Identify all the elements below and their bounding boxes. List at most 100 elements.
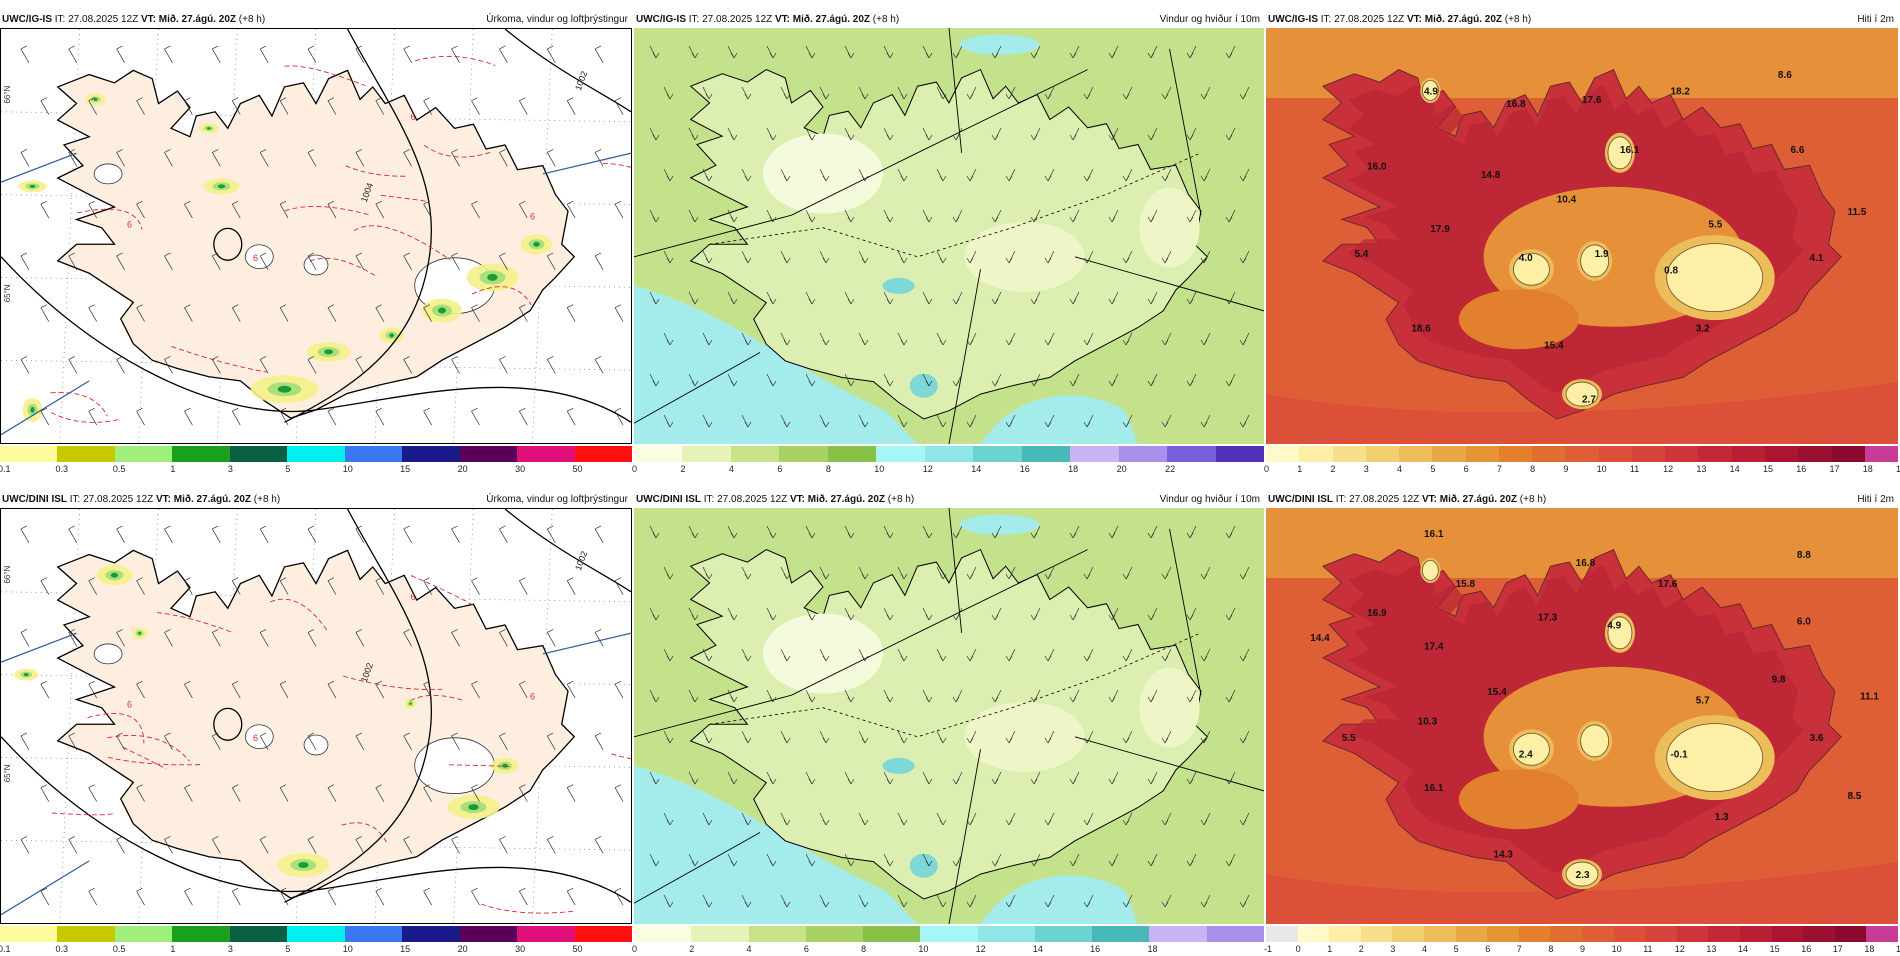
temperature-contour [448,764,510,767]
wind-barb [519,203,528,219]
colorbar-tick-label: 6 [803,944,809,954]
wind-barb [375,680,382,685]
highland-cool-area [1458,769,1579,830]
wind-arrow [1150,380,1155,387]
wind-barb [499,629,506,633]
panel-r1-precip: UWC/DINI ISL IT: 27.08.2025 12Z VT: Mið.… [0,492,632,954]
wind-arrow [864,819,869,826]
wind-arrow [1069,614,1074,621]
wind-arrow [966,901,971,908]
wind-barb [375,887,382,892]
wind-barb [594,732,602,737]
temperature-value: 8.5 [1847,791,1861,802]
wind-barb [594,356,602,360]
wind-arrow [1125,901,1130,908]
colorbar-swatch [1423,926,1456,942]
colorbar-swatch [1149,926,1207,942]
calm-wind-area [964,221,1085,292]
wind-arrow [925,52,930,59]
wind-arrow [708,901,713,908]
region-boundary [634,694,792,738]
wind-arrow [939,573,944,580]
wind-arrow [1108,696,1113,703]
valid-time-label: VT: [789,494,805,505]
wind-barb [307,45,315,50]
wind-barb [40,787,50,802]
wind-arrow [1189,860,1194,867]
wind-barb [40,100,50,115]
wind-arrow [1008,93,1013,100]
wind-barb [566,410,576,426]
colorbar-swatch [344,926,403,942]
wind-arrow [1030,216,1035,223]
wind-arrow [655,298,660,305]
colorbar-swatch [1631,446,1666,462]
wind-arrow [1200,175,1205,182]
wind-arrow [1242,655,1247,662]
wind-barb [307,629,315,633]
model-label: UWC/DINI ISL [1268,494,1333,505]
wind-barb [614,304,622,308]
wind-barb [403,629,410,633]
wind-arrow [1125,573,1130,580]
wind-barb [40,97,48,101]
colorbar [0,446,632,462]
wind-barb [184,307,193,322]
wind-arrow [694,52,699,59]
wind-barb [423,97,430,101]
wind-arrow [708,175,713,182]
wind-barb [355,836,363,840]
front-line [1,152,77,183]
colorbar-swatch [634,926,692,942]
wind-barb [68,252,75,257]
wind-barb [327,680,335,685]
wind-barb [327,307,337,322]
wind-barb [212,525,219,530]
wind-arrow [1030,532,1035,539]
colorbar-swatch [1698,446,1732,462]
wind-barb [279,580,289,595]
wind-arrow [1083,737,1088,744]
wind-barb [375,100,385,115]
wind-barb [40,577,48,581]
wind-arrow [1147,614,1152,621]
wind-arrow [783,93,788,100]
colorbar-swatch [1360,926,1393,942]
wind-arrow [847,216,852,223]
wind-arrow [991,380,996,387]
wind-barb [164,48,173,64]
wind-arrow [966,819,971,826]
colorbar-swatch [973,446,1022,462]
wind-arrow [1228,532,1233,539]
wind-arrow [886,298,891,305]
wind-arrow [889,532,894,539]
wind-arrow [939,421,944,428]
temperature-value: 17.9 [1430,224,1450,235]
wind-barb [68,255,78,271]
isobar [284,29,432,423]
wind-barb [499,836,506,840]
init-time: IT: 27.08.2025 12Z [703,494,788,505]
wind-arrow [822,901,827,908]
wind-barb [212,632,221,647]
wind-barb [136,787,145,802]
wind-barb [327,890,337,906]
wind-barb [471,680,478,685]
wind-arrow [1161,421,1166,428]
wind-arrow [942,573,947,580]
wind-arrow [1164,655,1169,662]
wind-barb [567,304,574,308]
wind-barb [566,203,576,219]
wind-arrow [994,216,999,223]
wind-arrow [705,737,710,744]
glacier [1421,80,1439,101]
isobar [284,509,432,903]
wind-arrow [1147,860,1152,867]
wind-arrow [783,573,788,580]
colorbar-tick-label: 4 [728,464,734,474]
wind-barb [327,203,337,219]
temperature-value: 16.1 [1620,145,1640,156]
colorbar-tick-label: 11 [1643,944,1653,954]
colorbar-tick-label: 0.3 [55,464,68,474]
wind-arrow [1186,532,1191,539]
